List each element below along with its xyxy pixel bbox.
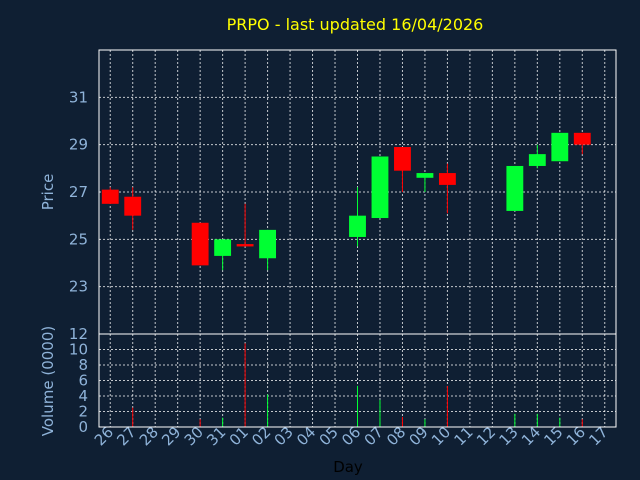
volume-panel-frame <box>98 333 617 428</box>
candle-body <box>506 165 524 211</box>
volume-tick-label: 12 <box>69 325 88 343</box>
candle-body <box>191 222 209 266</box>
candle-body <box>438 173 456 185</box>
price-tick-label: 25 <box>69 230 88 248</box>
candle-body <box>573 132 591 145</box>
candle-body <box>349 215 366 237</box>
candle-body <box>416 173 434 178</box>
volume-tick-label: 8 <box>78 356 88 374</box>
candles <box>101 132 591 271</box>
volume-tick-label: 2 <box>78 403 88 421</box>
price-tick-label: 23 <box>69 278 88 296</box>
price-tick-label: 27 <box>69 183 88 201</box>
volume-tick-label: 6 <box>78 372 88 390</box>
volume-tick-label: 0 <box>78 418 88 436</box>
chart-title: PRPO - last updated 16/04/2026 <box>227 15 484 34</box>
volume-axis-label: Volume (0000) <box>39 326 57 436</box>
candle-body <box>214 239 232 256</box>
candle-body <box>371 156 389 219</box>
price-tick-labels: 23 25 27 29 31 <box>69 88 88 295</box>
candle-body <box>394 147 411 171</box>
candle-body <box>528 154 546 166</box>
x-axis-label: Day <box>333 458 363 476</box>
price-axis-label: Price <box>39 174 57 211</box>
volume-tick-label: 10 <box>69 341 88 359</box>
price-tick-label: 31 <box>69 88 88 106</box>
price-tick-label: 29 <box>69 136 88 154</box>
volume-bars <box>132 343 583 427</box>
candle-body <box>551 132 569 162</box>
candle-body <box>236 244 254 247</box>
volume-tick-label: 4 <box>78 387 88 405</box>
candle-body <box>124 196 142 216</box>
candle-body <box>259 229 277 259</box>
candle-body <box>101 189 119 204</box>
